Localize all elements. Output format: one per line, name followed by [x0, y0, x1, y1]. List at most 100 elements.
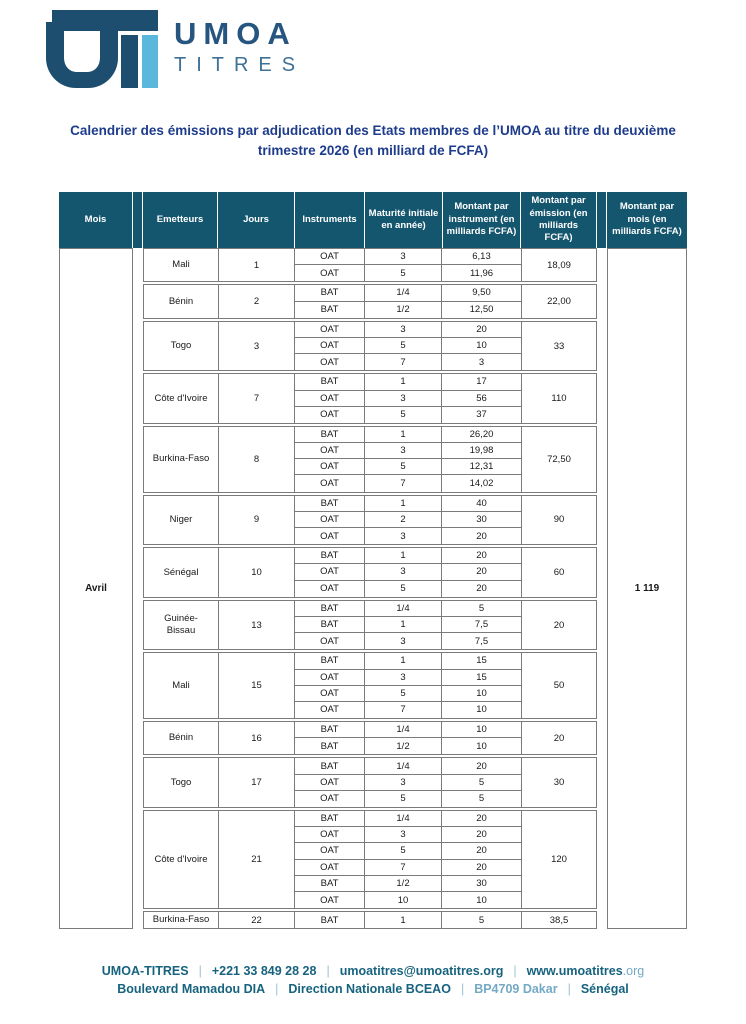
instrument-row: OAT 5 10 [295, 337, 522, 355]
table-header-row: Mois Emetteurs Jours Instruments Maturit… [59, 192, 688, 248]
header-jours: Jours [218, 192, 295, 248]
instrument-cell: BAT [295, 301, 365, 318]
maturity-cell: 1/4 [365, 600, 442, 616]
header-spacer-left [133, 192, 143, 248]
instrument-amount-cell: 12,50 [442, 301, 522, 318]
maturity-cell: 5 [365, 459, 442, 475]
instrument-cell: OAT [295, 685, 365, 701]
day-cell: 15 [219, 653, 295, 719]
instrument-row: BAT 1 17 [295, 374, 522, 391]
day-cell: 22 [219, 912, 295, 929]
instrument-amount-cell: 20 [442, 564, 522, 580]
instrument-cell: OAT [295, 354, 365, 371]
instrument-row: OAT 5 5 [295, 790, 522, 807]
instrument-amount-cell: 14,02 [442, 475, 522, 492]
footer-segment: UMOA-TITRES [101, 964, 189, 978]
maturity-cell: 1 [365, 548, 442, 564]
instrument-row: OAT 3 7,5 [295, 633, 522, 650]
emission-amount-cell: 60 [553, 566, 565, 578]
instrument-cell: BAT [295, 811, 365, 827]
instrument-amount-cell: 40 [442, 495, 522, 511]
instrument-rows: BAT 1/4 10 BAT 1/2 10 [295, 722, 522, 755]
maturity-cell: 7 [365, 859, 442, 875]
instrument-rows: BAT 1/4 20 OAT 3 5 OAT 5 5 [295, 758, 522, 807]
footer-separator: | [460, 982, 465, 996]
footer-line-2: Boulevard Mamadou DIA | Direction National… [0, 980, 746, 998]
instrument-amount-cell: 56 [442, 390, 522, 406]
instrument-row: BAT 1 40 [295, 495, 522, 512]
day-cell: 21 [219, 811, 295, 909]
instrument-cell: BAT [295, 600, 365, 616]
instrument-row: OAT 3 20 [295, 528, 522, 545]
instrument-row: OAT 10 10 [295, 891, 522, 909]
maturity-cell: 1/2 [365, 875, 442, 891]
emission-amount-cell: 20 [553, 732, 565, 744]
instrument-cell: OAT [295, 265, 365, 282]
day-cell: 1 [219, 249, 295, 282]
day-cell: 13 [219, 600, 295, 650]
instrument-row: OAT 5 10 [295, 685, 522, 702]
instrument-amount-cell: 9,50 [442, 285, 522, 301]
instrument-row: OAT 7 14,02 [295, 475, 522, 492]
instrument-row: OAT 3 56 [295, 390, 522, 407]
instrument-cell: BAT [295, 285, 365, 301]
instrument-row: BAT 1 5 [295, 912, 522, 929]
instrument-amount-cell: 20 [442, 548, 522, 564]
instrument-cell: OAT [295, 443, 365, 459]
maturity-cell: 1 [365, 374, 442, 390]
maturity-cell: 1 [365, 912, 442, 929]
instrument-rows: BAT 1 20 OAT 3 20 OAT 5 20 [295, 548, 522, 597]
issuer-group-row: Sénégal 10 BAT 1 20 OAT 3 20 OAT 5 20 60 [143, 547, 597, 598]
issuer-cell: Sénégal [144, 548, 219, 597]
instrument-row: OAT 5 12,31 [295, 459, 522, 476]
instrument-row: BAT 1/2 30 [295, 875, 522, 892]
header-emetteurs: Emetteurs [143, 192, 218, 248]
instrument-cell: OAT [295, 774, 365, 790]
instrument-row: BAT 1/4 9,50 [295, 285, 522, 302]
day-cell: 8 [219, 426, 295, 492]
instrument-row: OAT 5 20 [295, 580, 522, 597]
instrument-row: OAT 3 20 [295, 827, 522, 844]
emission-amount-cell: 30 [553, 777, 565, 789]
maturity-cell: 1/4 [365, 285, 442, 301]
instrument-amount-cell: 5 [442, 912, 522, 929]
instrument-row: OAT 3 19,98 [295, 443, 522, 460]
instrument-amount-cell: 5 [442, 600, 522, 616]
month-cell: Avril [59, 248, 133, 930]
emission-amount-cell: 18,09 [547, 259, 571, 271]
instrument-amount-cell: 6,13 [442, 249, 522, 265]
footer-segment: Sénégal [580, 982, 629, 996]
instrument-amount-cell: 3 [442, 354, 522, 371]
maturity-cell: 1 [365, 495, 442, 511]
issuer-group-row: Guinée-Bissau 13 BAT 1/4 5 BAT 1 7,5 OAT… [143, 599, 597, 651]
instrument-amount-cell: 11,96 [442, 265, 522, 282]
instrument-amount-cell: 5 [442, 774, 522, 790]
emission-amount-cell: 50 [553, 680, 565, 692]
emission-amount-cell: 38,5 [549, 914, 569, 926]
footer-separator: | [513, 964, 517, 978]
maturity-cell: 3 [365, 249, 442, 265]
instrument-amount-cell: 17 [442, 374, 522, 390]
instrument-row: BAT 1/2 10 [295, 738, 522, 755]
instrument-amount-cell: 5 [442, 790, 522, 807]
maturity-cell: 1 [365, 426, 442, 443]
footer-segment: Boulevard Mamadou DIA [117, 982, 266, 996]
instrument-row: BAT 1/4 20 [295, 758, 522, 775]
logo-wordmark: UMOA TITRES [174, 10, 305, 90]
maturity-cell: 1/4 [365, 758, 442, 774]
emission-amount-cell: 33 [553, 340, 565, 352]
instrument-cell: OAT [295, 891, 365, 909]
issuer-group-row: Côte d'Ivoire 7 BAT 1 17 OAT 3 56 OAT 5 … [143, 373, 597, 424]
instrument-amount-cell: 26,20 [442, 426, 522, 443]
instrument-rows: BAT 1 40 OAT 2 30 OAT 3 20 [295, 495, 522, 545]
header-mois: Mois [59, 192, 133, 248]
instrument-rows: BAT 1/4 20 OAT 3 20 OAT 5 20 OAT 7 20 BA… [295, 811, 522, 909]
instrument-amount-cell: 10 [442, 337, 522, 354]
instrument-rows: BAT 1 15 OAT 3 15 OAT 5 10 OAT 7 10 [295, 653, 522, 719]
instrument-row: OAT 3 6,13 [295, 249, 522, 266]
instrument-amount-cell: 10 [442, 685, 522, 701]
footer-line-1: UMOA-TITRES | +221 33 849 28 28 | umoatitres… [0, 962, 746, 980]
instrument-cell: BAT [295, 374, 365, 390]
issuer-cell: Bénin [144, 722, 219, 755]
instrument-amount-cell: 19,98 [442, 443, 522, 459]
